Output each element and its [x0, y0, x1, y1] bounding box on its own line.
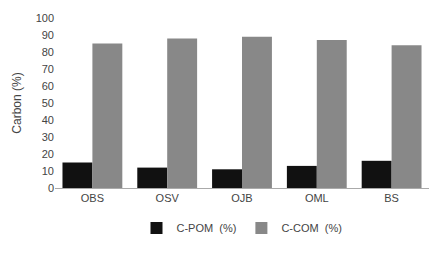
- svg-text:50: 50: [42, 97, 54, 109]
- svg-text:10: 10: [42, 165, 54, 177]
- svg-text:80: 80: [42, 46, 54, 58]
- svg-text:OJB: OJB: [231, 192, 252, 204]
- svg-text:BS: BS: [384, 192, 399, 204]
- svg-text:OSV: OSV: [156, 192, 180, 204]
- svg-text:40: 40: [42, 114, 54, 126]
- svg-text:0: 0: [48, 182, 54, 194]
- svg-text:C-POM (%): C-POM (%): [177, 222, 237, 234]
- svg-text:70: 70: [42, 63, 54, 75]
- svg-text:OBS: OBS: [81, 192, 104, 204]
- svg-text:100: 100: [36, 12, 54, 24]
- svg-text:Carbon (%): Carbon (%): [10, 72, 24, 133]
- svg-text:C-COM (%): C-COM (%): [281, 222, 342, 234]
- svg-text:30: 30: [42, 131, 54, 143]
- svg-text:60: 60: [42, 80, 54, 92]
- svg-text:20: 20: [42, 148, 54, 160]
- svg-text:90: 90: [42, 29, 54, 41]
- svg-text:OML: OML: [305, 192, 329, 204]
